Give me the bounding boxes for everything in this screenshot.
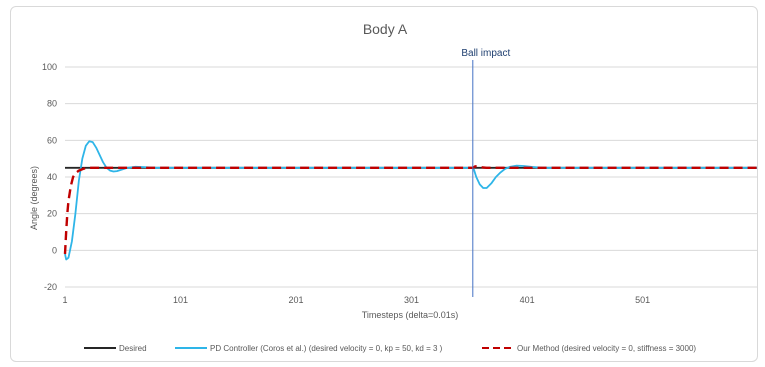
x-axis-label: Timesteps (delta=0.01s) bbox=[362, 310, 458, 320]
y-tick-label: 20 bbox=[47, 209, 57, 219]
y-tick-label: 80 bbox=[47, 99, 57, 109]
x-tick-label: 101 bbox=[173, 295, 188, 305]
x-tick-label: 401 bbox=[520, 295, 535, 305]
series-line-1 bbox=[64, 140, 757, 261]
x-tick-label: 201 bbox=[289, 295, 304, 305]
chart-frame bbox=[10, 6, 758, 362]
annotation: Ball impact bbox=[461, 48, 510, 297]
y-axis-label: Angle (degrees) bbox=[29, 166, 39, 230]
x-tick-label: 501 bbox=[635, 295, 650, 305]
legend-entry-2: Our Method (desired velocity = 0, stiffn… bbox=[517, 344, 696, 353]
x-tick-labels: 1 101 201 301 401 501 bbox=[62, 295, 650, 305]
y-tick-label: -20 bbox=[44, 282, 57, 292]
gridlines bbox=[65, 66, 757, 288]
y-tick-label: 0 bbox=[52, 245, 57, 255]
legend: Desired PD Controller (Coros et al.) (des… bbox=[84, 344, 696, 353]
x-tick-label: 1 bbox=[62, 295, 67, 305]
y-tick-labels: -20 0 20 40 60 80 100 bbox=[42, 62, 57, 292]
series-lines bbox=[63, 140, 757, 261]
legend-entry-1: PD Controller (Coros et al.) (desired ve… bbox=[210, 344, 443, 353]
y-tick-label: 60 bbox=[47, 135, 57, 145]
y-tick-label: 40 bbox=[47, 172, 57, 182]
legend-entry-0: Desired bbox=[119, 344, 147, 353]
x-tick-label: 301 bbox=[404, 295, 419, 305]
impact-label: Ball impact bbox=[461, 48, 510, 59]
chart-title: Body A bbox=[363, 21, 408, 37]
series-line-2 bbox=[63, 165, 757, 255]
y-tick-label: 100 bbox=[42, 62, 57, 72]
